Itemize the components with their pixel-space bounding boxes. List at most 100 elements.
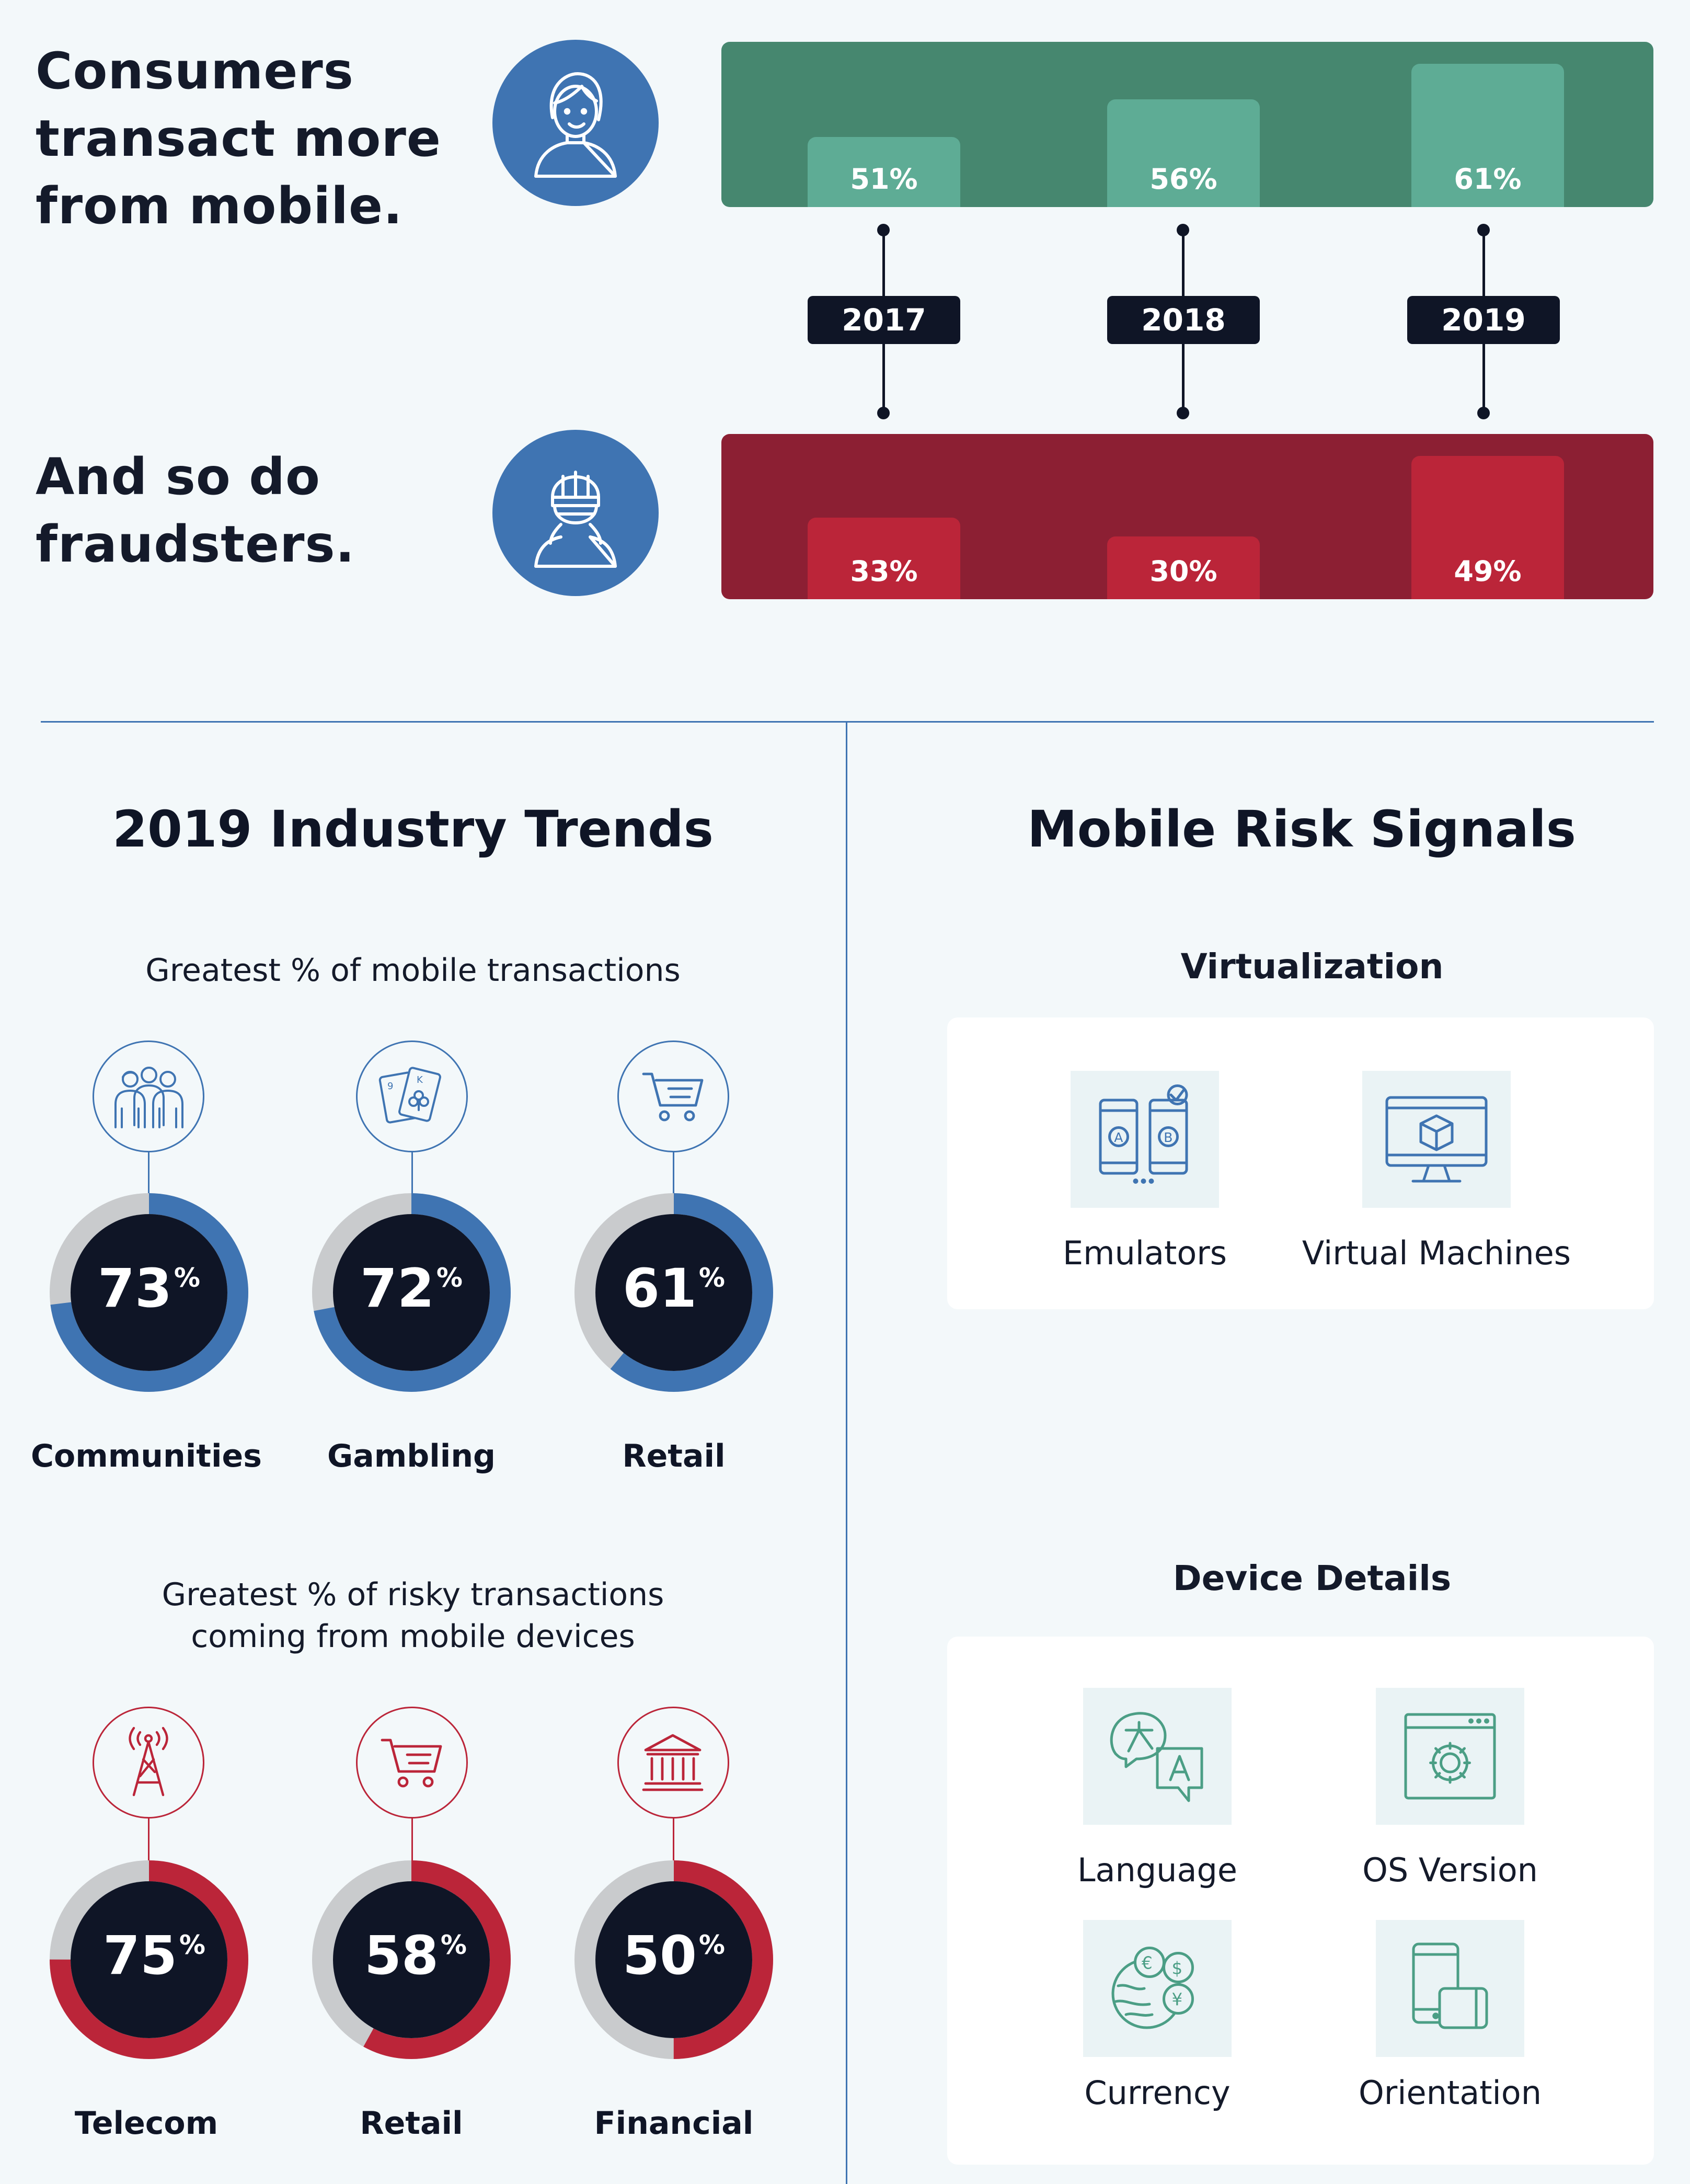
percent-sign: %: [174, 1263, 201, 1293]
donut-value: 75%: [55, 1925, 254, 1987]
mobile-transactions-subtitle: Greatest % of mobile transactions: [145, 952, 681, 989]
retail-risk-icon-ring: [356, 1707, 468, 1819]
headline-line: fraudsters.: [36, 515, 355, 574]
svg-text:¥: ¥: [1172, 1990, 1183, 2010]
svg-text:$: $: [1172, 1959, 1183, 1979]
svg-text:9: 9: [387, 1081, 393, 1092]
industry-trends-title: 2019 Industry Trends: [112, 800, 714, 859]
language-icon: [1110, 1712, 1203, 1802]
headline-line: transact more: [36, 109, 441, 168]
timeline-dot: [1477, 407, 1490, 419]
donut-retail-risk: [312, 1860, 511, 2059]
connector-line: [673, 1819, 674, 1861]
virtualization-panel: [947, 1017, 1654, 1309]
consumer-icon: [534, 72, 617, 178]
playing-cards-icon: 9 K: [378, 1067, 441, 1124]
virtual-machines-label: Virtual Machines: [1302, 1234, 1571, 1272]
svg-text:A: A: [1114, 1130, 1123, 1145]
svg-text:€: €: [1142, 1953, 1153, 1973]
year-label-2017: 2017: [808, 296, 960, 344]
fraud-bar-2018: 30%: [1107, 536, 1260, 599]
shopping-cart-icon: [642, 1072, 704, 1122]
category-label: Financial: [594, 2105, 754, 2142]
percent-sign: %: [440, 1930, 467, 1960]
donut-arc: [574, 1193, 773, 1392]
donut-number: 50: [622, 1925, 697, 1987]
donut-retail: [574, 1193, 773, 1392]
consumer-bar-2018: 56%: [1107, 99, 1260, 207]
category-label: Telecom: [74, 2105, 219, 2142]
consumer-bar-2017: 51%: [808, 137, 960, 207]
horizontal-divider: [41, 721, 1654, 723]
donut-arc: [312, 1860, 511, 2059]
shopping-cart-icon: [381, 1739, 442, 1788]
svg-text:K: K: [417, 1074, 423, 1085]
retail-icon-ring: [617, 1040, 729, 1152]
year-label-2018: 2018: [1107, 296, 1260, 344]
connector-line: [148, 1152, 150, 1194]
emulator-phones-icon: A B: [1099, 1084, 1188, 1184]
category-label: Communities: [31, 1438, 262, 1474]
orientation-tile: [1376, 1920, 1524, 2057]
connector-line: [673, 1152, 674, 1194]
orientation-label: Orientation: [1358, 2074, 1542, 2112]
os-version-tile: [1376, 1688, 1524, 1825]
financial-icon-ring: [617, 1707, 729, 1819]
donut-arc: [50, 1193, 248, 1392]
device-details-heading: Device Details: [1172, 1558, 1452, 1598]
emulators-label: Emulators: [1062, 1234, 1227, 1272]
fraud-bar-2017: 33%: [808, 518, 960, 599]
virtual-machines-tile: [1362, 1071, 1511, 1208]
timeline-dot: [1177, 224, 1189, 236]
timeline-dot: [877, 224, 890, 236]
year-label-2019: 2019: [1407, 296, 1560, 344]
donut-number: 73: [97, 1257, 172, 1320]
consumer-avatar: [492, 40, 659, 206]
connector-line: [411, 1152, 413, 1194]
donut-value: 72%: [312, 1257, 511, 1320]
fraud-bar-2019: 49%: [1411, 456, 1564, 599]
donut-arc: [574, 1860, 773, 2059]
telecom-icon-ring: [93, 1707, 204, 1819]
donut-number: 58: [364, 1925, 439, 1987]
timeline-dot: [1177, 407, 1189, 419]
percent-sign: %: [179, 1930, 206, 1960]
fraudster-icon: [534, 471, 617, 568]
category-label: Retail: [622, 1438, 726, 1474]
headline-line: And so do: [36, 448, 320, 506]
donut-number: 75: [102, 1925, 177, 1987]
headline-line: Consumers: [36, 42, 354, 100]
orientation-icon: [1412, 1942, 1488, 2029]
fraudster-avatar: [492, 430, 659, 596]
device-details-panel: [947, 1637, 1654, 2165]
category-label: Gambling: [327, 1438, 496, 1474]
emulators-tile: A B: [1071, 1071, 1219, 1208]
donut-arc: [312, 1193, 511, 1392]
community-icon-ring: [93, 1040, 204, 1152]
fraudsters-headline: And so do fraudsters.: [36, 443, 485, 578]
donut-number: 72: [360, 1257, 434, 1320]
timeline-dot: [877, 407, 890, 419]
donut-financial: [574, 1860, 773, 2059]
subtitle-line: coming from mobile devices: [191, 1618, 635, 1655]
percent-sign: %: [698, 1930, 726, 1960]
currency-label: Currency: [1084, 2074, 1231, 2112]
currency-tile: € $ ¥: [1083, 1920, 1232, 2057]
percent-sign: %: [698, 1263, 726, 1293]
svg-text:B: B: [1164, 1130, 1172, 1145]
bank-icon: [642, 1734, 704, 1791]
vertical-divider: [846, 723, 847, 2184]
donut-telecom: [50, 1860, 248, 2059]
donut-value: 58%: [316, 1925, 515, 1987]
subtitle-line: Greatest % of risky transactions: [162, 1576, 664, 1613]
consumer-bar-2019: 61%: [1411, 64, 1564, 207]
donut-value: 61%: [574, 1257, 773, 1320]
percent-sign: %: [436, 1263, 463, 1293]
donut-communities: [50, 1193, 248, 1392]
cell-tower-icon: [129, 1726, 168, 1797]
headline-line: from mobile.: [36, 177, 403, 235]
currency-icon: € $ ¥: [1111, 1947, 1194, 2029]
virtual-machine-icon: [1385, 1096, 1488, 1183]
os-version-label: OS Version: [1362, 1851, 1538, 1889]
virtualization-heading: Virtualization: [1180, 946, 1444, 987]
